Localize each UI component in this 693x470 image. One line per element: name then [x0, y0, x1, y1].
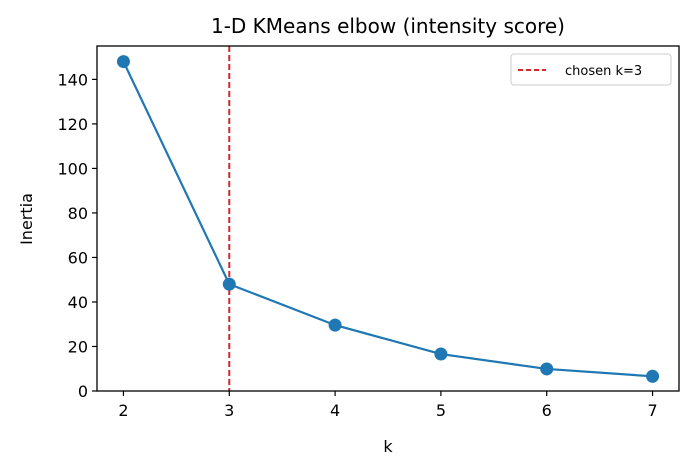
- data-point-marker: [328, 318, 342, 332]
- y-axis-ticks: 0 20 40 60 80 100 120 140: [57, 70, 97, 401]
- x-tick-label: 6: [542, 401, 552, 420]
- x-tick-label: 4: [330, 401, 340, 420]
- y-tick-label: 20: [68, 337, 88, 356]
- data-point-marker: [116, 55, 130, 69]
- y-tick-label: 60: [68, 248, 88, 267]
- axes-frame: [96, 45, 680, 392]
- chart-title: 1-D KMeans elbow (intensity score): [211, 14, 565, 38]
- x-axis-ticks: 2 3 4 5 6 7: [118, 391, 658, 420]
- y-tick-label: 40: [68, 293, 88, 312]
- x-tick-label: 5: [436, 401, 446, 420]
- y-tick-label: 0: [78, 382, 88, 401]
- y-axis-label: Inertia: [17, 193, 36, 245]
- data-point-marker: [540, 362, 554, 376]
- x-tick-label: 7: [647, 401, 657, 420]
- legend-box: [510, 53, 672, 86]
- legend-label: chosen k=3: [565, 64, 642, 79]
- legend: chosen k=3: [510, 53, 672, 86]
- data-point-marker: [434, 347, 448, 361]
- plot-area: [96, 45, 680, 392]
- x-axis-label: k: [383, 437, 393, 456]
- x-tick-label: 2: [118, 401, 128, 420]
- x-tick-label: 3: [224, 401, 234, 420]
- y-tick-label: 80: [68, 204, 88, 223]
- data-point-marker: [646, 369, 660, 383]
- inertia-line: [122, 61, 653, 378]
- y-tick-label: 140: [57, 70, 88, 89]
- y-tick-label: 120: [57, 115, 88, 134]
- data-point-marker: [222, 277, 236, 291]
- y-tick-label: 100: [57, 159, 88, 178]
